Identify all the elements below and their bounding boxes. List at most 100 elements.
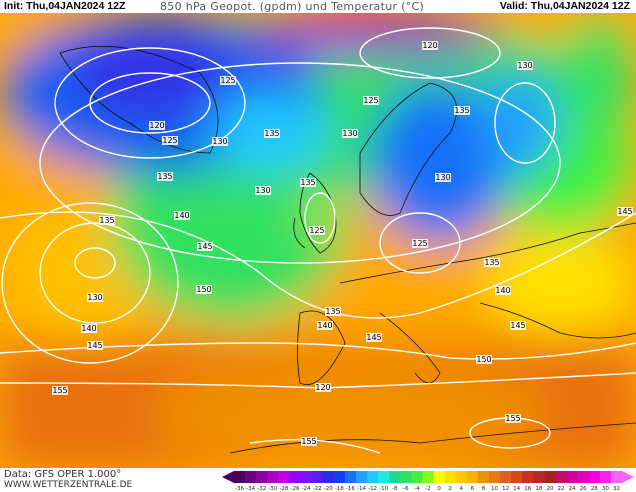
colorbar-tick-label: -26 — [290, 486, 299, 491]
contour-label-bg — [255, 186, 271, 195]
contour-label: 140 — [317, 321, 332, 330]
contour-label: 135 — [264, 129, 279, 138]
colorbar-cell — [234, 471, 246, 483]
contour-label-bg — [264, 129, 280, 138]
colorbar-cell — [344, 471, 357, 483]
colorbar-tick-label: 24 — [569, 486, 576, 491]
colorbar-tick-label: -34 — [246, 486, 255, 491]
colorbar-cell — [500, 471, 512, 483]
contour-label-bg — [495, 286, 511, 295]
colorbar-cell — [333, 471, 346, 483]
contour-label: 130 — [342, 129, 357, 138]
colorbar-cell — [588, 471, 601, 483]
contour-label-bg — [99, 216, 115, 225]
colorbar-cell — [245, 471, 257, 483]
contour-label-bg — [342, 129, 358, 138]
colorbar-cell — [355, 471, 368, 483]
colorbar-tick-label: 22 — [558, 486, 565, 491]
colorbar-tick-label: 10 — [491, 486, 498, 491]
colorbar-tick-label: -28 — [279, 486, 288, 491]
colorbar-cell — [522, 471, 534, 483]
colorbar-cell — [322, 471, 335, 483]
colorbar-cell — [488, 471, 501, 483]
contour-label-bg — [412, 239, 428, 248]
temperature-colorbar: -36 -34 -32 -30 -28 -26 -24 -22 -20 -18 -16 -14 -12-… — [222, 471, 634, 491]
contour-label-bg — [309, 226, 325, 235]
colorbar-tick-label: -30 — [268, 486, 277, 491]
contour-label-bg — [212, 137, 228, 146]
temperature-map: 120 130 125 125 135 120 125 130 135 130 135 135 130 1… — [0, 13, 636, 468]
contour-label: 145 — [617, 207, 632, 216]
colorbar-tick-label: 16 — [524, 486, 531, 491]
contour-label: 150 — [196, 285, 211, 294]
contour-label: 145 — [510, 321, 525, 330]
colorbar-tick-label: 28 — [591, 486, 598, 491]
contour-label: 140 — [174, 211, 189, 220]
colorbar-tick-label: 20 — [546, 486, 553, 491]
contour-label-bg — [87, 341, 103, 350]
contour-label: 150 — [476, 355, 491, 364]
colorbar-tick-label: -24 — [302, 486, 311, 491]
colorbar-tick-label: 8 — [482, 486, 486, 491]
contour-label-bg — [454, 106, 470, 115]
contour-label-bg — [174, 211, 190, 220]
contour-label-bg — [300, 178, 316, 187]
init-time: Init: Thu,04JAN2024 12Z — [4, 0, 126, 12]
contour-label-bg — [87, 293, 103, 302]
contour-label: 155 — [301, 437, 316, 446]
colorbar-cell — [433, 471, 446, 483]
contour-label: 125 — [162, 136, 177, 145]
colorbar-tick-label: -22 — [313, 486, 322, 491]
contour-label: 135 — [157, 172, 172, 181]
contour-label-bg — [197, 242, 213, 251]
colorbar-tick-label: 12 — [502, 486, 509, 491]
colorbar-cell — [278, 471, 290, 483]
contour-label: 120 — [149, 121, 164, 130]
colorbar-cell — [289, 471, 302, 483]
contour-label: 135 — [454, 106, 469, 115]
contour-label-bg — [162, 136, 178, 145]
colorbar-tick-label: -6 — [403, 486, 409, 491]
colorbar-cell — [477, 471, 490, 483]
contour-label: 125 — [363, 96, 378, 105]
contour-label-bg — [517, 61, 533, 70]
contour-label-bg — [363, 96, 379, 105]
contour-label-bg — [52, 386, 68, 395]
contour-label-bg — [157, 172, 173, 181]
colorbar-cell — [599, 471, 612, 483]
contour-label: 125 — [412, 239, 427, 248]
colorbar-cell — [400, 471, 412, 483]
colorbar-cell — [367, 471, 379, 483]
colorbar-cell — [466, 471, 479, 483]
colorbar-tick-label: 0 — [437, 486, 441, 491]
colorbar-tick-label: -10 — [379, 486, 388, 491]
colorbar-cell — [610, 471, 623, 483]
contour-label-bg — [220, 76, 236, 85]
colorbar-tick-label: 32 — [613, 486, 620, 491]
colorbar-cell — [555, 471, 568, 483]
colorbar-tick-label: -4 — [414, 486, 420, 491]
colorbar-cell — [422, 471, 435, 483]
contour-label-bg — [422, 41, 438, 50]
colorbar-arrow-high — [622, 471, 634, 483]
colorbar-cell — [300, 471, 313, 483]
contour-label: 130 — [517, 61, 532, 70]
contour-label: 135 — [325, 307, 340, 316]
contour-label-bg — [81, 324, 97, 333]
contour-label: 120 — [422, 41, 437, 50]
colorbar-cell — [455, 471, 468, 483]
colorbar-cell — [511, 471, 523, 483]
contour-label: 130 — [255, 186, 270, 195]
contour-label: 135 — [484, 258, 499, 267]
contour-label: 145 — [87, 341, 102, 350]
colorbar-tick-label: 14 — [513, 486, 520, 491]
colorbar-tick-label: 26 — [580, 486, 587, 491]
contour-label-bg — [617, 207, 633, 216]
colorbar-cell — [544, 471, 556, 483]
map-title: 850 hPa Geopot. (gpdm) und Temperatur (°… — [160, 0, 425, 13]
colorbar-tick-label: -8 — [392, 486, 398, 491]
colorbar-tick-label: -14 — [357, 486, 366, 491]
contour-label-bg — [505, 414, 521, 423]
contour-label: 145 — [197, 242, 212, 251]
